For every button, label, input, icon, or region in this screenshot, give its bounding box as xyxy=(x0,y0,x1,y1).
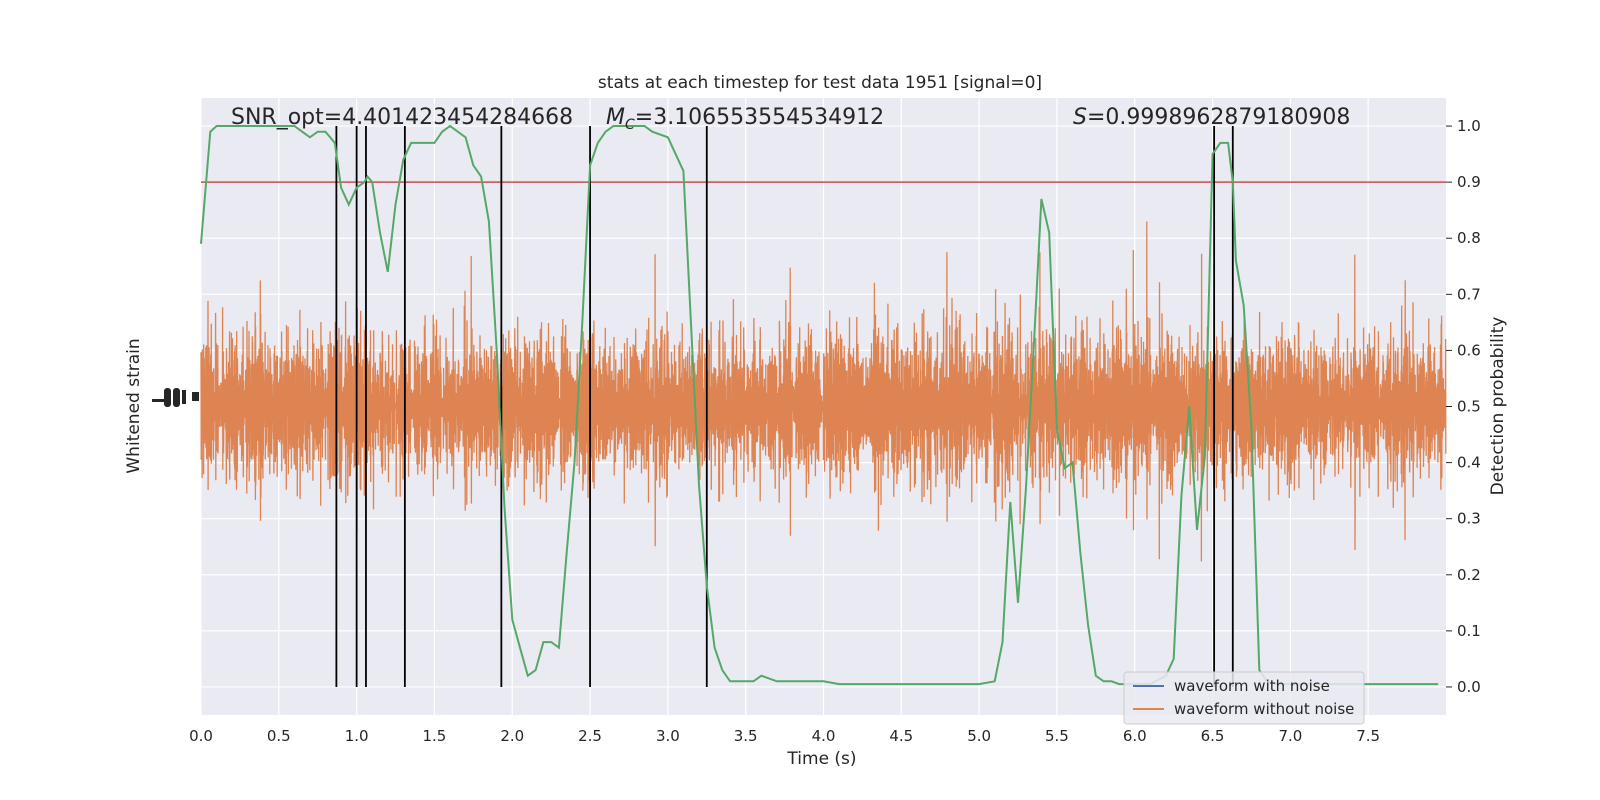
x-tick-label: 6.5 xyxy=(1201,727,1225,745)
x-tick-label: 0.5 xyxy=(267,727,291,745)
legend-label-without-noise: waveform without noise xyxy=(1174,700,1354,718)
x-tick-label: 5.0 xyxy=(967,727,991,745)
left-tick-mark xyxy=(192,392,199,401)
x-tick-label: 2.5 xyxy=(578,727,602,745)
x-tick-label: 6.0 xyxy=(1123,727,1147,745)
y-tick-label: 0.9 xyxy=(1457,173,1481,191)
x-tick-label: 1.0 xyxy=(345,727,369,745)
y-tick-label: 0.6 xyxy=(1457,341,1481,359)
legend-box xyxy=(1123,671,1365,725)
y-tick-label: 0.5 xyxy=(1457,398,1481,416)
s-value: =0.9998962879180908 xyxy=(1087,105,1350,130)
x-tick-label: 1.5 xyxy=(423,727,447,745)
x-tick-label: 5.5 xyxy=(1045,727,1069,745)
y-tick-label: 0.0 xyxy=(1457,678,1481,696)
left-tick-mark xyxy=(173,388,180,407)
chirp-mass-subscript: C xyxy=(625,117,635,133)
detection-probability-line xyxy=(200,124,1439,686)
y-tick-label: 0.4 xyxy=(1457,454,1481,472)
x-tick-label: 0.0 xyxy=(189,727,213,745)
y-tick-label: 0.8 xyxy=(1457,229,1481,247)
x-tick-label: 3.5 xyxy=(734,727,758,745)
y-tick-label: 0.1 xyxy=(1457,622,1481,640)
s-symbol: S xyxy=(1073,105,1087,130)
left-tick-mark xyxy=(164,388,171,407)
chirp-mass-annotation: MC=3.106553554534912 xyxy=(606,105,884,133)
legend: waveform with noise waveform without noi… xyxy=(1123,671,1365,725)
y-tick-label: 0.2 xyxy=(1457,566,1481,584)
strain-trace-without-noise xyxy=(200,221,1447,562)
s-annotation: S=0.9998962879180908 xyxy=(1073,105,1350,130)
x-tick-label: 4.5 xyxy=(889,727,913,745)
left-tick-mark xyxy=(152,399,164,402)
x-axis-label: Time (s) xyxy=(786,749,856,769)
y-right-axis-label: Detection probability xyxy=(1488,317,1508,496)
y-left-axis-label: Whitened strain xyxy=(124,338,144,473)
legend-label-with-noise: waveform with noise xyxy=(1174,677,1330,695)
left-axis-overlapped-ticks xyxy=(152,388,199,407)
x-tick-label: 7.5 xyxy=(1356,727,1380,745)
y-right-axis-ticks: 0.0 0.1 0.2 0.3 0.4 0.5 0.6 0.7 0.8 0.9 1.0 xyxy=(1446,117,1481,696)
x-tick-label: 3.0 xyxy=(656,727,680,745)
left-tick-mark xyxy=(182,390,186,404)
y-tick-label: 0.7 xyxy=(1457,285,1481,303)
y-tick-label: 1.0 xyxy=(1457,117,1481,135)
x-tick-label: 2.0 xyxy=(500,727,524,745)
x-axis-ticks: 0.0 0.5 1.0 1.5 2.0 2.5 3.0 3.5 4.0 4.5 5.0 5.5 6.0 6… xyxy=(189,727,1380,745)
chirp-mass-value: =3.106553554534912 xyxy=(635,105,884,130)
x-tick-label: 7.0 xyxy=(1278,727,1302,745)
snr-annotation: SNR_opt=4.401423454284668 xyxy=(231,105,573,130)
chirp-mass-symbol: M xyxy=(606,105,625,130)
strain-series-group xyxy=(200,221,1447,562)
chart-title: stats at each timestep for test data 195… xyxy=(598,73,1042,93)
y-tick-label: 0.3 xyxy=(1457,510,1481,528)
x-tick-label: 4.0 xyxy=(812,727,836,745)
